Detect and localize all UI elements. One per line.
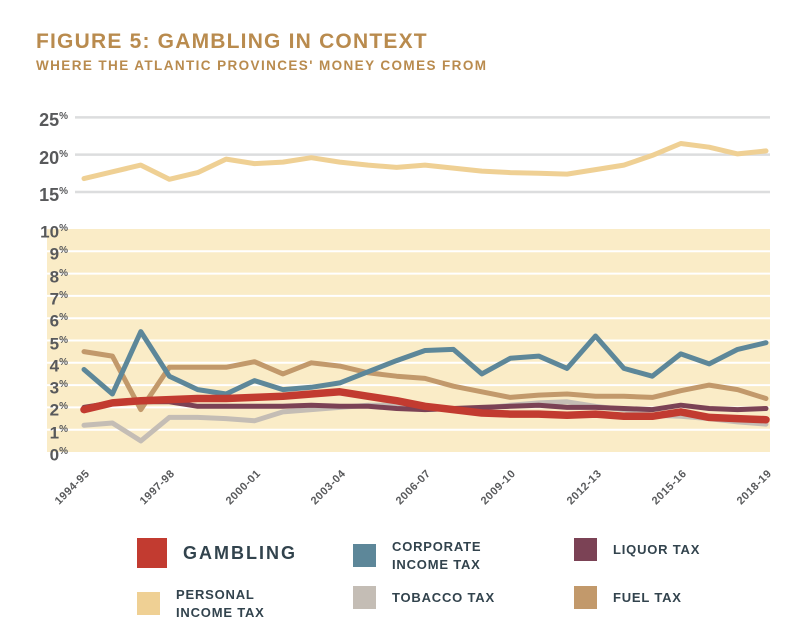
line-corporate_income_tax [81,329,769,397]
legend-swatch-tobacco_tax [353,586,376,609]
legend-item-gambling: GAMBLING [137,538,297,568]
legend-item-tobacco_tax: TOBACCO TAX [353,586,495,609]
y-tick-label-3%: 3% [49,378,68,398]
legend-label-gambling: GAMBLING [183,542,297,563]
y-tick-label-1%: 1% [49,423,68,443]
legend-item-corporate_income_tax: CORPORATE INCOME TAX [353,538,481,573]
y-tick-label-5%: 5% [49,334,68,354]
y-tick-label-25%: 25% [39,110,68,131]
legend-label-corporate_income_tax: CORPORATE INCOME TAX [392,539,482,572]
legend-swatch-gambling [137,538,167,568]
chart-title: FIGURE 5: GAMBLING IN CONTEXT [36,30,428,53]
legend-item-liquor_tax: LIQUOR TAX [574,538,700,561]
y-tick-label-6%: 6% [49,311,68,331]
legend-swatch-corporate_income_tax [353,544,376,568]
legend-label-personal_income_tax: PERSONAL INCOME TAX [176,587,265,620]
legend-label-fuel_tax: FUEL TAX [613,589,682,605]
legend-swatch-liquor_tax [574,538,597,561]
legend-label-liquor_tax: LIQUOR TAX [613,541,701,557]
y-tick-label-7%: 7% [49,289,68,309]
chart-subtitle: WHERE THE ATLANTIC PROVINCES' MONEY COME… [36,58,488,73]
y-tick-label-0%: 0% [49,445,68,465]
legend-item-personal_income_tax: PERSONAL INCOME TAX [137,586,265,621]
legend-swatch-fuel_tax [574,586,597,609]
y-tick-label-10%: 10% [40,222,68,242]
legend-swatch-personal_income_tax [137,592,160,616]
line-fuel_tax [81,349,769,413]
legend-label-tobacco_tax: TOBACCO TAX [392,589,495,605]
legend-item-fuel_tax: FUEL TAX [574,586,682,609]
y-tick-label-20%: 20% [39,147,68,168]
y-tick-label-9%: 9% [49,244,68,264]
y-tick-label-8%: 8% [49,267,68,287]
line-personal_income_tax [81,141,769,182]
line-gambling [80,388,770,424]
y-tick-label-15%: 15% [39,185,68,205]
y-tick-label-2%: 2% [49,401,68,421]
y-tick-label-4%: 4% [49,356,68,376]
